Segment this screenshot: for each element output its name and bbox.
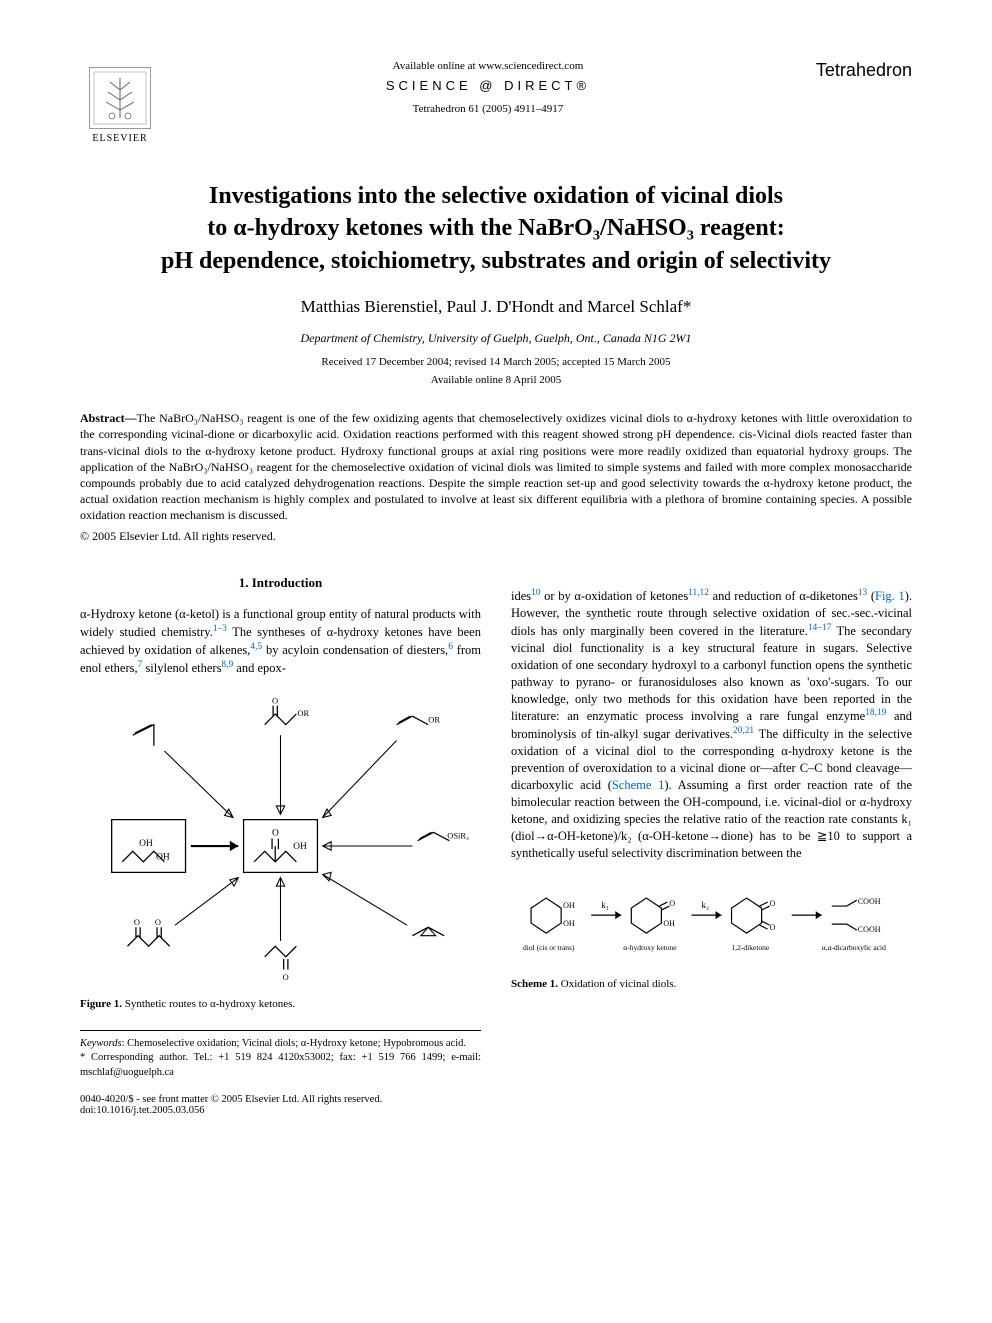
keywords-label: Keywords: [80, 1038, 122, 1049]
received-dates: Received 17 December 2004; revised 14 Ma…: [80, 356, 912, 368]
keywords-line: Keywords: Chemoselective oxidation; Vici…: [80, 1037, 481, 1051]
abstract: Abstract—The NaBrO₃/NaHSO₃ reagent is on…: [80, 410, 912, 523]
available-online-text: Available online at www.sciencedirect.co…: [180, 60, 796, 72]
corresponding-author: * Corresponding author. Tel.: +1 519 824…: [80, 1051, 481, 1079]
svg-text:OR: OR: [297, 708, 309, 718]
page: ELSEVIER Available online at www.science…: [0, 0, 992, 1156]
svg-text:O: O: [770, 899, 776, 908]
footer-left: 0040-4020/$ - see front matter © 2005 El…: [80, 1094, 382, 1116]
figure-link[interactable]: Fig. 1: [875, 589, 905, 603]
svg-text:OH: OH: [139, 839, 153, 849]
ref-link[interactable]: 8,9: [221, 660, 233, 670]
ref-link[interactable]: 11,12: [688, 588, 709, 598]
ref-link[interactable]: 10: [531, 588, 540, 598]
svg-text:α,α-dicarboxylic acid: α,α-dicarboxylic acid: [822, 943, 886, 952]
footnotes: Keywords: Chemoselective oxidation; Vici…: [80, 1030, 481, 1080]
title-line-1: Investigations into the selective oxidat…: [209, 183, 783, 209]
intro-para-1: α-Hydroxy ketone (α-ketol) is a function…: [80, 606, 481, 677]
svg-text:O: O: [272, 696, 278, 706]
science-direct-logo: SCIENCE @ DIRECT®: [180, 78, 796, 93]
scheme-1: OH OH k₁ O OH k₂: [511, 878, 912, 992]
svg-text:O: O: [283, 972, 289, 982]
title-line-3: pH dependence, stoichiometry, substrates…: [161, 248, 831, 274]
figure-1-caption-label: Figure 1.: [80, 998, 122, 1010]
k2-label: k₂: [701, 900, 709, 910]
figure-1: O OH OH OH: [80, 693, 481, 1012]
ref-link[interactable]: 1–3: [213, 624, 227, 634]
svg-text:COOH: COOH: [858, 897, 881, 906]
figure-1-caption-text: Synthetic routes to α-hydroxy ketones.: [122, 998, 295, 1010]
figure-1-svg: O OH OH OH: [80, 693, 481, 988]
section-heading-intro: 1. Introduction: [80, 574, 481, 592]
article-title: Investigations into the selective oxidat…: [80, 180, 912, 277]
svg-text:OH: OH: [563, 919, 575, 928]
svg-text:OSiR₃: OSiR₃: [447, 831, 469, 841]
elsevier-logo: ELSEVIER: [80, 60, 160, 150]
scheme-1-caption: Scheme 1. Oxidation of vicinal diols.: [511, 977, 912, 992]
k1-label: k₁: [601, 900, 609, 910]
ref-link[interactable]: 18,19: [865, 708, 886, 718]
title-line-2: to α-hydroxy ketones with the NaBrO₃/NaH…: [207, 215, 785, 241]
figure-1-caption: Figure 1. Synthetic routes to α-hydroxy …: [80, 997, 481, 1012]
scheme-1-caption-text: Oxidation of vicinal diols.: [558, 978, 676, 990]
scheme-1-svg: OH OH k₁ O OH k₂: [511, 878, 912, 968]
svg-text:OH: OH: [663, 919, 675, 928]
svg-text:OH: OH: [156, 853, 170, 863]
scheme-1-caption-label: Scheme 1.: [511, 978, 558, 990]
svg-text:O: O: [669, 899, 675, 908]
left-column: 1. Introduction α-Hydroxy ketone (α-keto…: [80, 574, 481, 1079]
svg-text:OH: OH: [293, 842, 307, 852]
header-center: Available online at www.sciencedirect.co…: [160, 60, 816, 115]
keywords-text: : Chemoselective oxidation; Vicinal diol…: [122, 1038, 466, 1049]
footer-doi: doi:10.1016/j.tet.2005.03.056: [80, 1105, 382, 1116]
abstract-text: The NaBrO₃/NaHSO₃ reagent is one of the …: [80, 411, 912, 522]
elsevier-tree-icon: [89, 67, 151, 129]
svg-text:OR: OR: [428, 715, 440, 725]
ref-link[interactable]: 4,5: [250, 642, 262, 652]
svg-text:O: O: [134, 917, 140, 927]
footer-copyright: 0040-4020/$ - see front matter © 2005 El…: [80, 1094, 382, 1105]
svg-text:OH: OH: [563, 901, 575, 910]
right-column: ides10 or by α-oxidation of ketones11,12…: [511, 574, 912, 1079]
ref-link[interactable]: 13: [858, 588, 867, 598]
ref-link[interactable]: 14–17: [808, 623, 831, 633]
copyright: © 2005 Elsevier Ltd. All rights reserved…: [80, 529, 912, 544]
elsevier-label: ELSEVIER: [92, 133, 147, 144]
intro-para-2: ides10 or by α-oxidation of ketones11,12…: [511, 587, 912, 862]
body-columns: 1. Introduction α-Hydroxy ketone (α-keto…: [80, 574, 912, 1079]
svg-text:α-hydroxy ketone: α-hydroxy ketone: [623, 943, 677, 952]
journal-citation: Tetrahedron 61 (2005) 4911–4917: [180, 103, 796, 115]
svg-text:1,2-diketone: 1,2-diketone: [732, 943, 770, 952]
available-date: Available online 8 April 2005: [80, 374, 912, 386]
affiliation: Department of Chemistry, University of G…: [80, 331, 912, 346]
journal-name: Tetrahedron: [816, 60, 912, 81]
svg-text:COOH: COOH: [858, 925, 881, 934]
abstract-label: Abstract—: [80, 411, 137, 425]
header-row: ELSEVIER Available online at www.science…: [80, 60, 912, 150]
svg-text:O: O: [155, 917, 161, 927]
page-footer: 0040-4020/$ - see front matter © 2005 El…: [80, 1094, 912, 1116]
svg-text:O: O: [272, 828, 279, 838]
svg-text:diol (cis or trans): diol (cis or trans): [523, 943, 575, 952]
authors: Matthias Bierenstiel, Paul J. D'Hondt an…: [80, 297, 912, 317]
scheme-link[interactable]: Scheme 1: [612, 778, 665, 792]
svg-text:O: O: [770, 923, 776, 932]
ref-link[interactable]: 20,21: [733, 726, 754, 736]
